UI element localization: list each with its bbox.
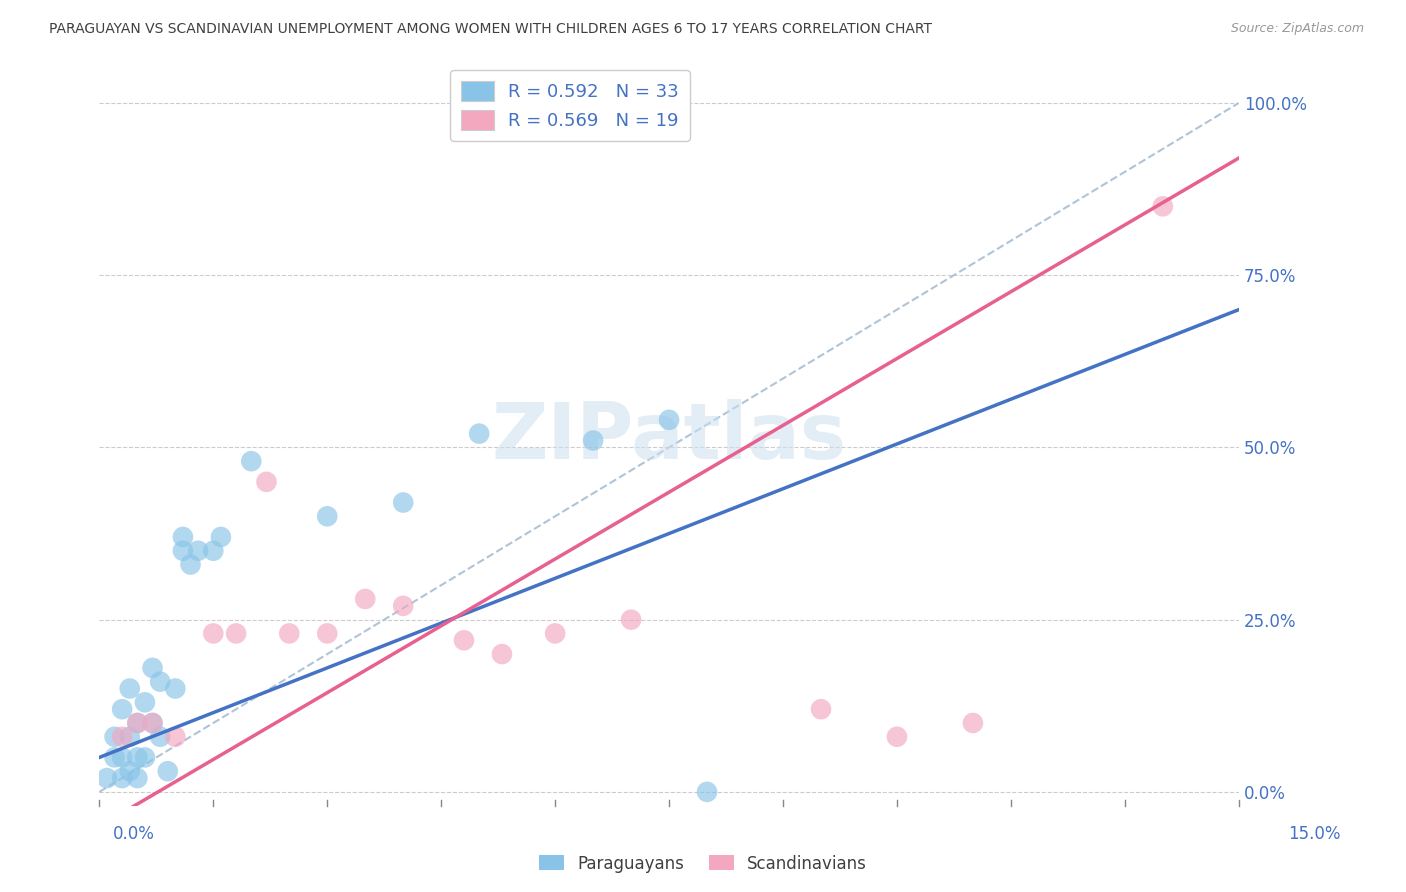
Point — [165, 730, 187, 744]
Point — [111, 771, 134, 785]
Point — [209, 530, 232, 544]
Point — [582, 434, 605, 448]
Point — [491, 647, 513, 661]
Point — [149, 730, 172, 744]
Text: ZIPatlas: ZIPatlas — [492, 399, 846, 475]
Point — [620, 613, 643, 627]
Point — [141, 716, 163, 731]
Point — [156, 764, 179, 779]
Point — [172, 530, 194, 544]
Point — [316, 626, 339, 640]
Point — [278, 626, 301, 640]
Point — [392, 495, 415, 509]
Point — [134, 750, 156, 764]
Point — [141, 716, 163, 731]
Point — [202, 626, 225, 640]
Point — [240, 454, 263, 468]
Point — [111, 750, 134, 764]
Point — [149, 674, 172, 689]
Legend: Paraguayans, Scandinavians: Paraguayans, Scandinavians — [531, 848, 875, 880]
Point — [118, 730, 141, 744]
Point — [886, 730, 908, 744]
Point — [172, 543, 194, 558]
Text: 15.0%: 15.0% — [1288, 825, 1341, 843]
Text: Source: ZipAtlas.com: Source: ZipAtlas.com — [1230, 22, 1364, 36]
Point — [127, 716, 149, 731]
Point — [810, 702, 832, 716]
Legend: R = 0.592   N = 33, R = 0.569   N = 19: R = 0.592 N = 33, R = 0.569 N = 19 — [450, 70, 689, 141]
Point — [127, 716, 149, 731]
Point — [202, 543, 225, 558]
Point — [103, 750, 125, 764]
Point — [111, 702, 134, 716]
Point — [544, 626, 567, 640]
Point — [187, 543, 209, 558]
Point — [225, 626, 247, 640]
Point — [96, 771, 118, 785]
Point — [468, 426, 491, 441]
Point — [316, 509, 339, 524]
Point — [453, 633, 475, 648]
Point — [134, 695, 156, 709]
Point — [127, 771, 149, 785]
Point — [118, 681, 141, 696]
Text: 0.0%: 0.0% — [112, 825, 155, 843]
Point — [1152, 199, 1174, 213]
Point — [103, 730, 125, 744]
Point — [392, 599, 415, 613]
Point — [141, 661, 163, 675]
Point — [165, 681, 187, 696]
Point — [354, 591, 377, 606]
Point — [658, 413, 681, 427]
Point — [180, 558, 202, 572]
Point — [111, 730, 134, 744]
Point — [127, 750, 149, 764]
Point — [256, 475, 278, 489]
Point — [118, 764, 141, 779]
Point — [962, 716, 984, 731]
Point — [696, 785, 718, 799]
Text: PARAGUAYAN VS SCANDINAVIAN UNEMPLOYMENT AMONG WOMEN WITH CHILDREN AGES 6 TO 17 Y: PARAGUAYAN VS SCANDINAVIAN UNEMPLOYMENT … — [49, 22, 932, 37]
